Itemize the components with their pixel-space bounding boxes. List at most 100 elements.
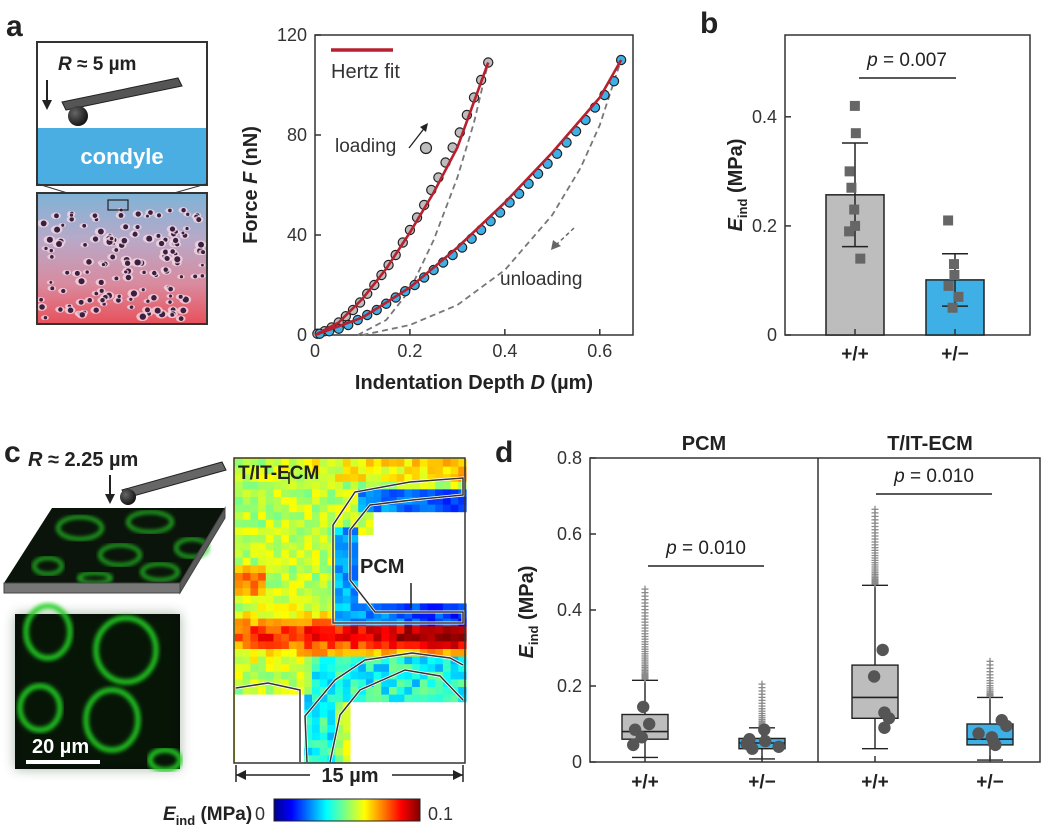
map-pixel [327,725,336,734]
map-pixel [312,550,321,559]
map-pixel [242,542,251,551]
map-pixel [342,740,352,749]
cell-nucleus [99,288,104,293]
map-pixel [312,611,321,620]
map-pixel [412,626,421,635]
data-point-square [846,182,857,193]
map-pixel [281,542,290,551]
map-pixel [319,504,328,513]
map-pixel [373,611,382,620]
map-pixel [350,603,359,612]
cell-nucleus [117,294,121,298]
map-pixel [250,671,259,680]
map-pixel [435,573,444,582]
map-pixel [419,580,429,589]
map-pixel [312,519,321,528]
map-pixel [404,747,413,756]
map-pixel [381,588,390,597]
map-pixel [396,747,405,756]
map-pixel [319,535,328,544]
map-pixel [312,641,321,650]
map-pixel [250,466,259,475]
map-pixel [296,504,305,513]
map-pixel [250,603,259,612]
map-pixel [335,497,344,506]
map-pixel [427,519,436,528]
map-pixel [458,755,467,764]
map-pixel [396,626,405,635]
map-pixel [258,588,267,597]
map-pixel [350,626,359,635]
map-pixel [319,474,328,483]
map-pixel [381,527,390,536]
cell-nucleus [169,294,173,298]
map-pixel [458,626,467,635]
map-pixel [419,474,429,483]
x-tick-label-d: +/+ [631,772,658,793]
map-pixel [389,504,398,513]
map-pixel [235,709,244,718]
map-pixel [365,633,375,642]
map-pixel [396,679,405,688]
map-pixel [258,512,267,521]
map-pixel [412,512,421,521]
map-pixel [312,740,321,749]
map-pixel [458,504,467,513]
map-pixel [312,542,321,551]
fluo-cell-ring [93,615,159,685]
map-pixel [319,519,328,528]
map-pixel [265,542,275,551]
map-pixel [235,755,244,764]
map-pixel [281,679,290,688]
map-pixel [358,474,367,483]
map-pixel [335,535,344,544]
map-pixel [265,481,275,490]
map-pixel [235,573,244,582]
map-pixel [342,649,352,658]
map-pixel [389,565,398,574]
map-pixel [427,611,436,620]
map-pixel [312,565,321,574]
map-pixel [396,481,405,490]
map-pixel [458,732,467,741]
map-pixel [396,687,405,696]
map-pixel [419,512,429,521]
map-pixel [365,717,375,726]
map-pixel [242,702,251,711]
map-pixel [258,603,267,612]
map-pixel [358,580,367,589]
map-pixel [319,595,328,604]
map-pixel [288,595,298,604]
map-pixel [350,740,359,749]
width-label-bg [310,764,392,786]
map-pixel [419,717,429,726]
x-tick-label-b: +/− [941,344,968,365]
map-pixel [296,557,305,566]
map-pixel [304,580,313,589]
map-pixel [273,694,282,703]
map-pixel [235,595,244,604]
map-pixel [427,565,436,574]
map-pixel [419,740,429,749]
map-pixel [389,626,398,635]
map-pixel [373,557,382,566]
map-pixel [273,542,282,551]
map-pixel [265,603,275,612]
map-pixel [304,481,313,490]
map-pixel [296,474,305,483]
map-pixel [327,466,336,475]
y-tick-label-b: 0 [767,325,777,345]
map-pixel [265,618,275,627]
map-pixel [381,565,390,574]
map-pixel [373,550,382,559]
map-pixel [250,679,259,688]
map-pixel [404,565,413,574]
map-pixel [419,550,429,559]
map-pixel [442,519,452,528]
map-pixel [396,717,405,726]
map-pixel [396,588,405,597]
map-pixel [373,565,382,574]
map-pixel [442,588,452,597]
map-pixel [258,595,267,604]
map-pixel [250,474,259,483]
